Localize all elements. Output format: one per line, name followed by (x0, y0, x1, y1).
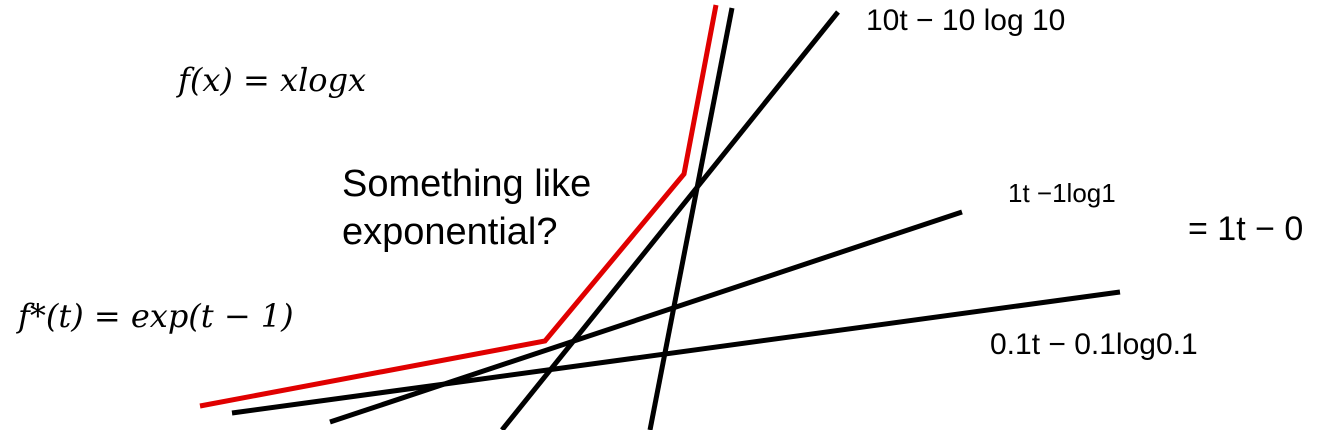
tangent-line-1-label: 1t −1log1 (1008, 178, 1116, 208)
conjugate-function-label: f*(t) = exp(t − 1) (18, 297, 294, 335)
tangent-line-1 (500, 10, 840, 430)
tangent-line-10 (647, 7, 735, 430)
tangent-line-1-simplified-label: = 1t − 0 (1188, 210, 1304, 248)
annotation-note-line-1: Something like (342, 163, 592, 205)
tangent-line-0-1 (231, 289, 1121, 416)
tangent-line-0-1-label: 0.1t − 0.1log0.1 (990, 328, 1198, 361)
annotation-note-line-2: exponential? (342, 211, 558, 253)
tangent-line-10-label: 10t − 10 log 10 (866, 4, 1066, 37)
primal-function-label: f(x) = xlogx (178, 61, 367, 99)
conjugate-function-curve (199, 4, 719, 409)
annotation-note: Something like exponential? (342, 160, 591, 256)
